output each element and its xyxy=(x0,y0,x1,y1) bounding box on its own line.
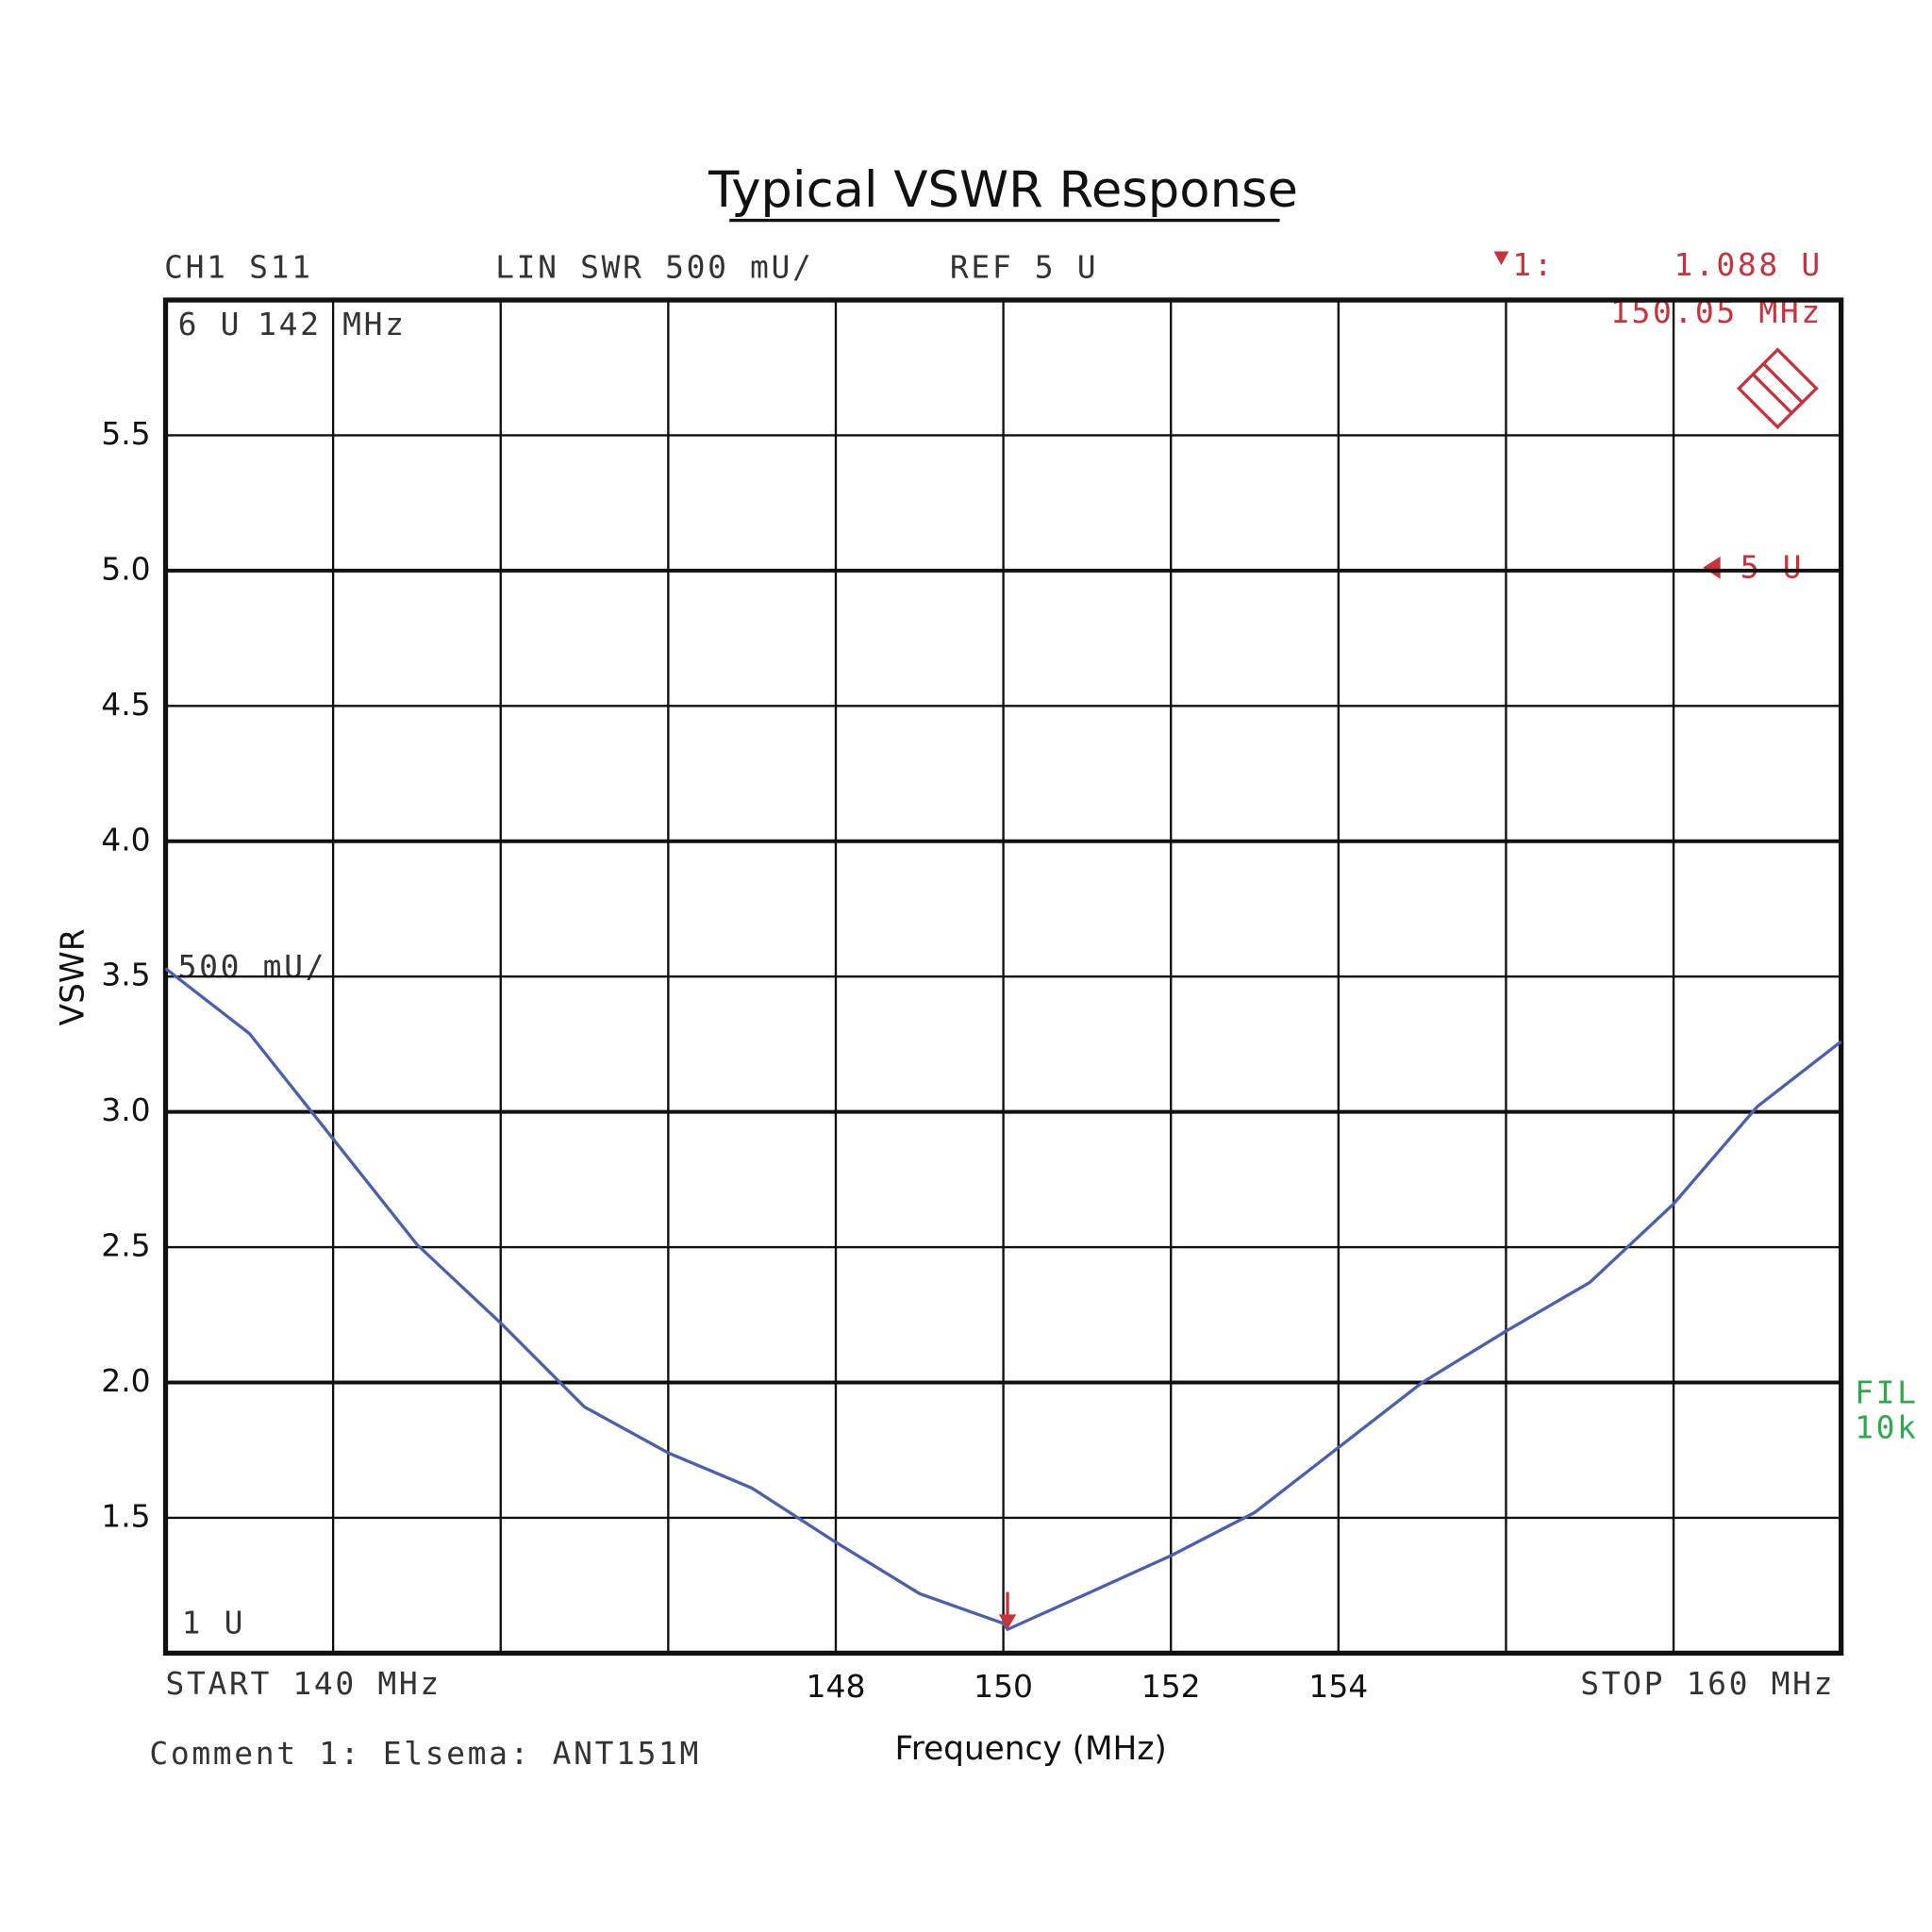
y-tick-label: 3.0 xyxy=(101,1091,150,1128)
y-tick-label: 3.5 xyxy=(101,957,150,993)
y-tick-label: 5.0 xyxy=(101,550,150,587)
top-frequency: 142 MHz xyxy=(258,306,406,342)
x-tick-label: 150 xyxy=(974,1668,1033,1705)
ref-arrow xyxy=(1703,556,1721,579)
filter-value: 10k xyxy=(1855,1408,1918,1445)
filter: FIL xyxy=(1855,1374,1918,1410)
y-tick-label: 5.5 xyxy=(101,415,150,452)
plot-frame xyxy=(162,297,1844,1657)
y-tick-label: 2.5 xyxy=(101,1227,150,1264)
bottom-value: 1 U xyxy=(182,1605,245,1641)
scale: 500 mU/ xyxy=(178,948,326,985)
comment: Comment 1: Elsema: ANT151M xyxy=(149,1735,701,1772)
marker-value: 1.088 U xyxy=(1674,246,1822,283)
y-axis-label: VSWR xyxy=(55,928,92,1025)
x-tick-label: 152 xyxy=(1141,1668,1201,1705)
series-line xyxy=(164,967,1842,1632)
reference: REF 5 U xyxy=(950,249,1098,286)
stop: STOP 160 MHz xyxy=(1580,1665,1835,1702)
top-value: 6 U xyxy=(178,306,242,342)
logo xyxy=(1736,347,1819,430)
marker-name: 1: xyxy=(1512,246,1555,283)
x-tick-label: 154 xyxy=(1308,1668,1368,1705)
y-tick-label: 2.0 xyxy=(101,1362,150,1399)
marker-symbol xyxy=(1493,251,1509,266)
x-axis-label: Frequency (MHz) xyxy=(895,1730,1167,1768)
marker xyxy=(998,1614,1017,1630)
format: LIN SWR 500 mU/ xyxy=(495,249,813,286)
chart-title: Typical VSWR Response xyxy=(708,161,1298,219)
start: START 140 MHz xyxy=(166,1665,441,1702)
y-tick-label: 1.5 xyxy=(101,1497,150,1534)
channel: CH1 S11 xyxy=(164,249,312,286)
y-tick-label: 4.5 xyxy=(101,686,150,723)
x-tick-label: 148 xyxy=(807,1668,866,1705)
y-tick-label: 4.0 xyxy=(101,821,150,858)
ref-marker: 5 U xyxy=(1740,549,1804,586)
